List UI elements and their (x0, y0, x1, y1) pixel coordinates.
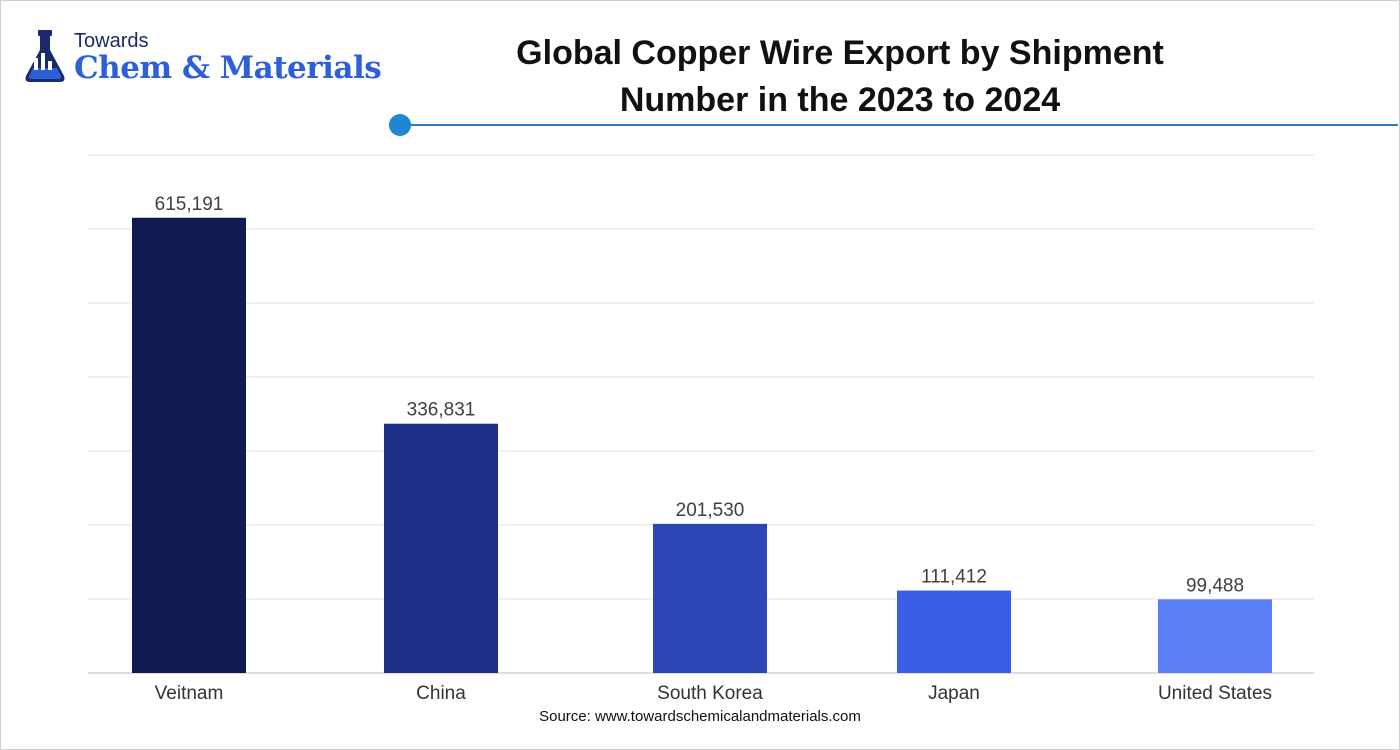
data-label: 201,530 (676, 500, 745, 521)
chart-title-line-2: Number in the 2023 to 2024 (619, 81, 1061, 119)
logo-towards-text: Towards (74, 30, 149, 52)
x-tick-label: United States (1158, 683, 1272, 704)
source-note: Source: www.towardschemicalandmaterials.… (539, 708, 861, 725)
flask-icon (25, 30, 65, 82)
bar-veitnam (132, 217, 246, 673)
bar-china (384, 423, 498, 673)
title-divider-dot (389, 114, 411, 136)
label-layer: 615,191 Veitnam 336,831 China 201,530 South K… (155, 194, 1272, 704)
bar-layer (132, 217, 1272, 673)
x-tick-label: China (416, 683, 466, 704)
data-label: 336,831 (407, 400, 476, 421)
bar-south-korea (653, 523, 767, 673)
bar-united-states (1158, 599, 1272, 673)
chart-title-line-1: Global Copper Wire Export by Shipment (516, 34, 1164, 72)
x-tick-label: South Korea (657, 683, 763, 704)
title-divider-line (400, 124, 1398, 126)
data-label: 99,488 (1186, 575, 1244, 596)
x-tick-label: Veitnam (155, 683, 224, 704)
chart-title: Global Copper Wire Export by Shipment Nu… (470, 30, 1210, 124)
bar-japan (897, 590, 1011, 673)
brand-logo: Towards Chem & Materials (20, 28, 400, 88)
x-tick-label: Japan (928, 683, 980, 704)
logo-brand-text: Chem & Materials (74, 50, 382, 86)
data-label: 615,191 (155, 194, 224, 215)
data-label: 111,412 (921, 567, 987, 588)
